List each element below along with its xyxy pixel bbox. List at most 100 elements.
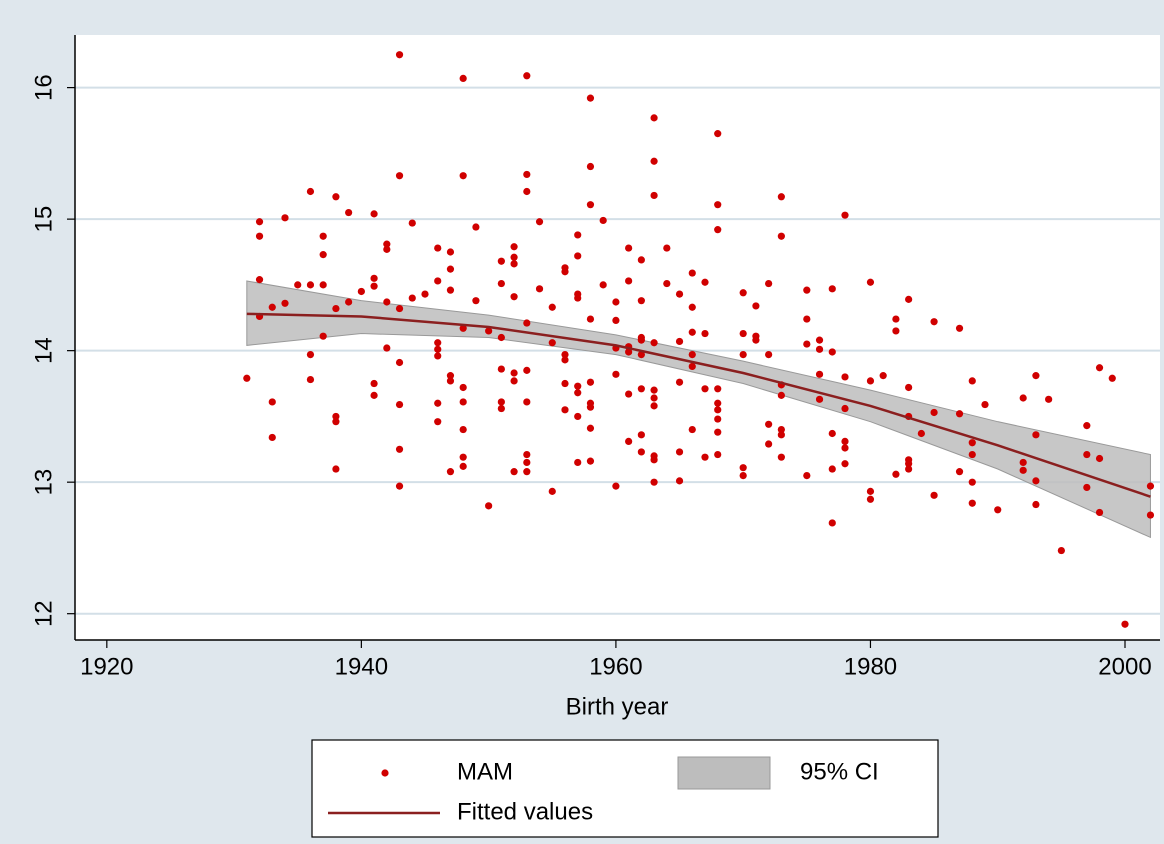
point (905, 465, 913, 473)
x-tick-label: 1960 (589, 653, 642, 680)
point (739, 464, 747, 472)
point (332, 193, 340, 201)
point (459, 453, 467, 461)
point (459, 398, 467, 406)
point (561, 406, 569, 414)
point (625, 277, 633, 285)
x-tick-label: 1980 (844, 653, 897, 680)
point (650, 456, 658, 464)
point (434, 399, 442, 407)
point (625, 437, 633, 446)
point (841, 437, 849, 446)
point (586, 201, 595, 209)
point (586, 162, 595, 171)
point (637, 431, 645, 439)
point (446, 377, 455, 385)
point (777, 193, 785, 201)
legend-label: 95% CI (800, 758, 879, 785)
legend (311, 739, 939, 838)
point (1083, 450, 1091, 459)
point (574, 252, 582, 260)
point (383, 344, 391, 352)
point (955, 324, 964, 332)
point (1083, 422, 1091, 430)
point (574, 458, 582, 467)
point (459, 172, 467, 180)
point (459, 425, 467, 434)
fitted-line (246, 312, 1151, 498)
point (395, 304, 404, 313)
point (523, 72, 531, 80)
point (510, 369, 518, 377)
point (1045, 395, 1053, 403)
point (434, 244, 442, 252)
point (1032, 477, 1040, 485)
y-tick-label: 13 (30, 469, 57, 496)
point (637, 336, 645, 344)
point (650, 394, 658, 402)
point (332, 418, 340, 426)
point (599, 216, 607, 225)
point (510, 260, 518, 268)
point (955, 410, 964, 418)
point (459, 462, 467, 470)
point (828, 465, 836, 473)
point (714, 130, 722, 138)
point (561, 350, 569, 359)
point (523, 450, 531, 459)
point (739, 289, 747, 297)
point (803, 471, 811, 480)
point (675, 477, 684, 485)
point (866, 487, 875, 495)
point (383, 298, 391, 306)
point (497, 398, 505, 406)
point (866, 377, 875, 385)
point (370, 274, 378, 282)
point (892, 470, 900, 478)
point (586, 424, 595, 432)
point (701, 329, 709, 338)
point (446, 468, 455, 476)
point (1095, 364, 1104, 372)
point (370, 210, 378, 218)
point (688, 269, 696, 277)
point (663, 279, 671, 288)
point (319, 281, 327, 289)
point (866, 495, 875, 503)
point (765, 350, 773, 359)
point (459, 324, 467, 332)
point (714, 428, 722, 436)
point (268, 398, 276, 406)
point (815, 336, 824, 344)
point (497, 279, 505, 288)
point (930, 318, 938, 326)
point (701, 453, 709, 461)
point (905, 460, 913, 468)
point (599, 281, 607, 289)
point (561, 356, 569, 364)
point (243, 374, 251, 382)
point (306, 375, 315, 384)
point (905, 383, 913, 392)
point (319, 332, 327, 340)
point (446, 372, 455, 380)
point (332, 412, 340, 421)
point (714, 201, 722, 209)
point (306, 187, 315, 196)
point (357, 287, 365, 296)
point (395, 482, 404, 490)
point (968, 478, 976, 486)
point (294, 281, 302, 289)
point (434, 345, 442, 353)
point (523, 366, 531, 374)
point (523, 398, 531, 406)
point (1146, 511, 1155, 519)
point (815, 345, 824, 353)
point (281, 214, 289, 222)
y-tick-label: 16 (30, 74, 57, 101)
point (459, 383, 467, 392)
point (663, 244, 671, 252)
point (841, 444, 849, 452)
point (828, 429, 836, 438)
plot-layer (75, 51, 1160, 628)
